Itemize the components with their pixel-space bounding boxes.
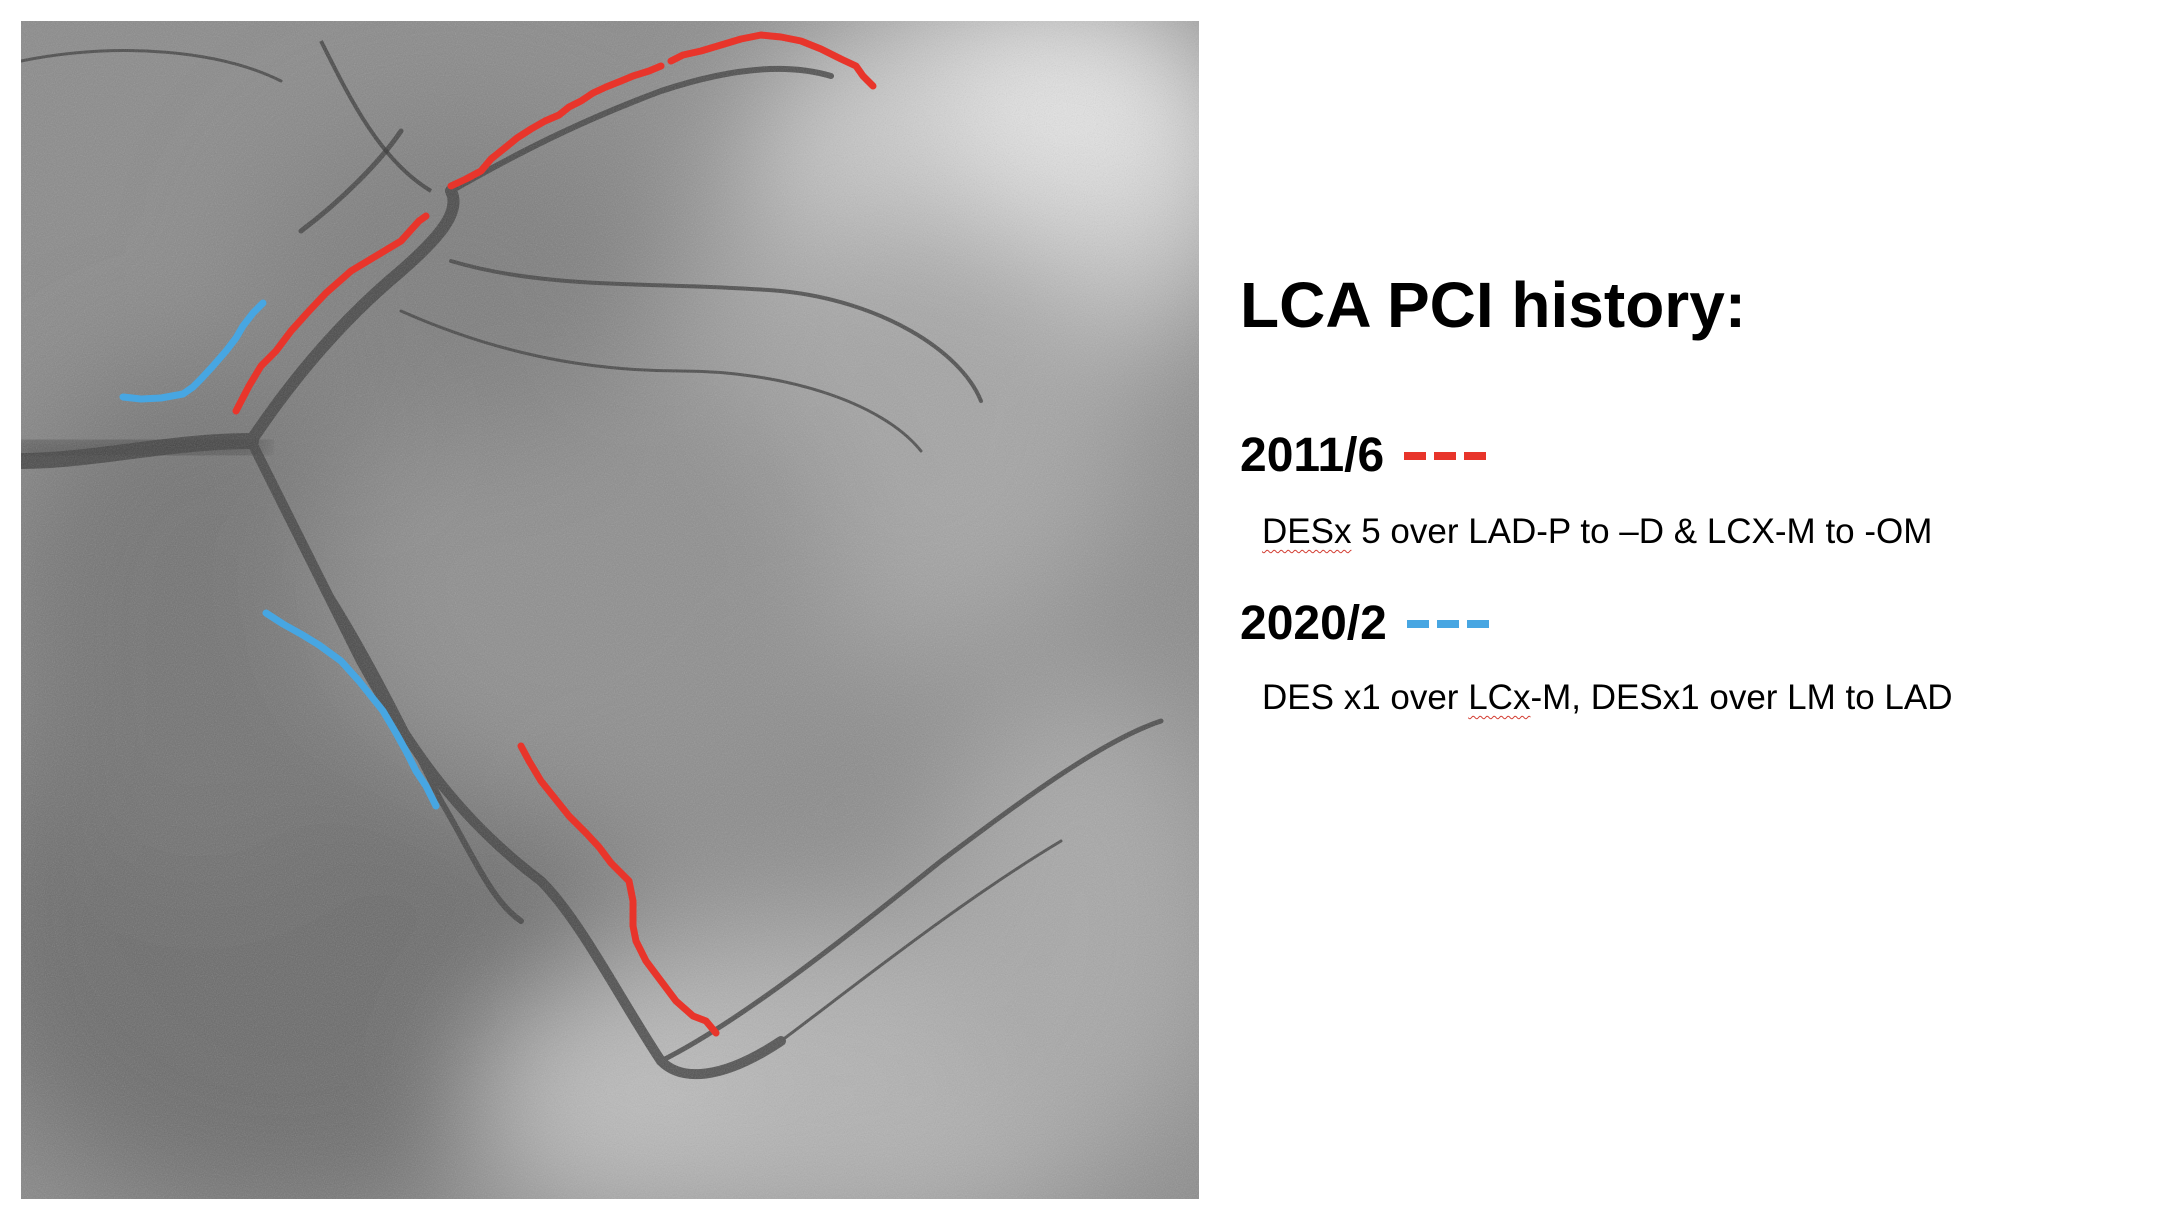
angiogram-image [21, 21, 1199, 1199]
entry-date: 2020/2 [1240, 597, 1387, 650]
desc-suffix: -M, DESx1 over LM to LAD [1530, 678, 1953, 717]
spellcheck-flagged-word: DESx [1262, 512, 1352, 551]
stent-2011-lad-mid [447, 62, 665, 190]
entry-date: 2011/6 [1240, 429, 1385, 482]
stent-2011-lad-proximal [232, 212, 430, 415]
stent-2011-lad-distal [667, 31, 877, 90]
entry-description: DES x1 over LCx-M, DESx1 over LM to LAD [1262, 678, 1953, 718]
entry-description: DESx 5 over LAD-P to –D & LCX-M to -OM [1262, 512, 1932, 552]
desc-suffix: 5 over LAD-P to –D & LCX-M to -OM [1351, 512, 1933, 551]
blue-dashed-legend-icon [1406, 618, 1491, 630]
stent-2020-lm [119, 299, 267, 403]
spellcheck-flagged-word: LCx [1468, 678, 1531, 717]
stent-2020-lcx [262, 609, 440, 810]
slide-title: LCA PCI history: [1240, 269, 1747, 341]
stent-2011-lcx [517, 742, 720, 1037]
red-dashed-legend-icon [1404, 450, 1488, 462]
desc-prefix: DES x1 over [1262, 678, 1469, 717]
history-entry-2020: 2020/2 [1240, 596, 1491, 651]
history-entry-2011: 2011/6 [1240, 428, 1488, 483]
